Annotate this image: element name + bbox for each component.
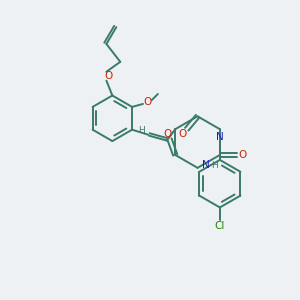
Text: O: O — [179, 129, 187, 139]
Text: H: H — [211, 161, 218, 170]
Text: O: O — [144, 97, 152, 107]
Text: H: H — [138, 126, 144, 135]
Text: Cl: Cl — [215, 221, 225, 231]
Text: O: O — [238, 150, 247, 160]
Text: N: N — [202, 160, 209, 170]
Text: N: N — [216, 132, 224, 142]
Text: O: O — [163, 128, 172, 139]
Text: O: O — [104, 71, 112, 81]
